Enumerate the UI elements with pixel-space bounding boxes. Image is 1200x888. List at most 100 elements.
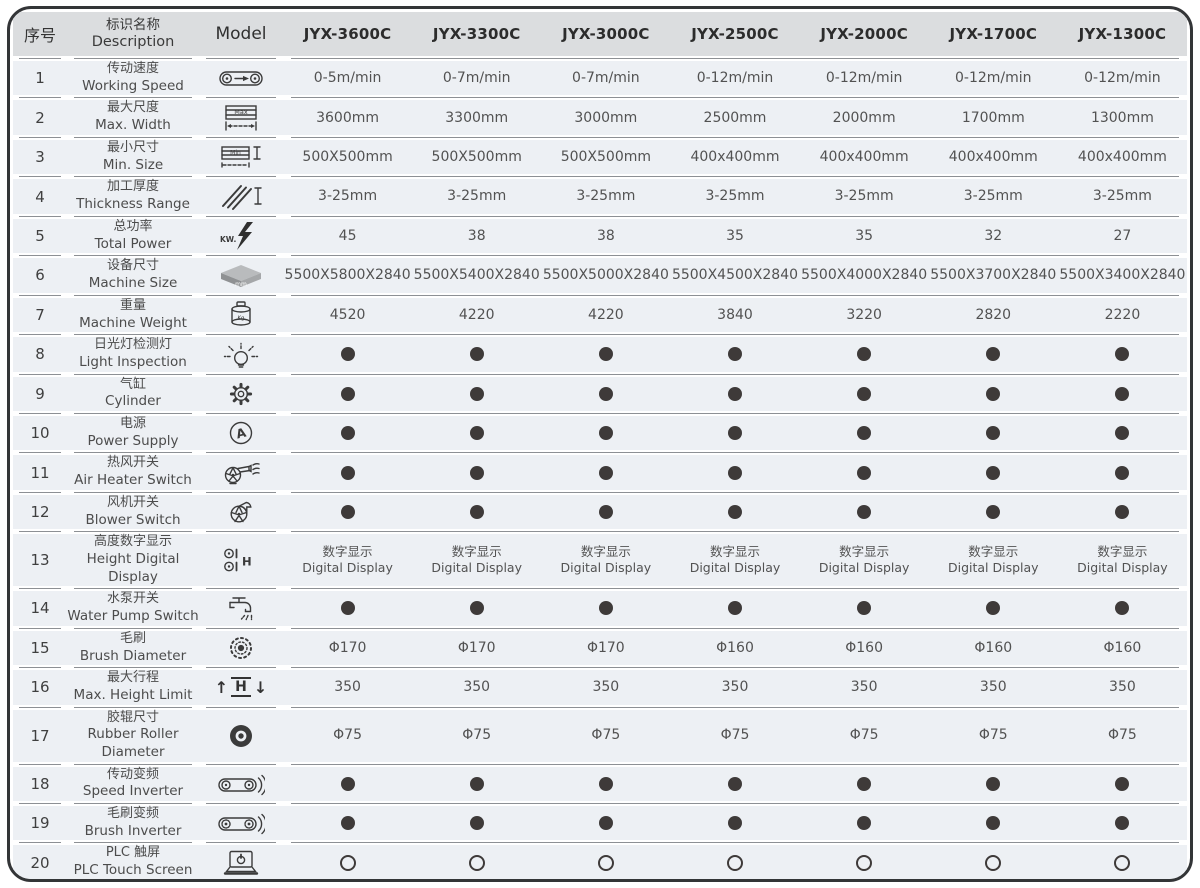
filled-dot xyxy=(469,601,484,616)
row-label-zh: 传动变频 xyxy=(106,766,159,782)
cell-value: Φ75 xyxy=(1058,726,1187,744)
cell-value xyxy=(800,854,929,871)
table-header-row: 序号 标识名称 Description Model JYX-3600C JYX-3… xyxy=(13,12,1187,56)
row-values: Φ75 Φ75 Φ75 Φ75 Φ75 Φ75 Φ75 xyxy=(283,726,1187,744)
value-text: 0-12m/min xyxy=(955,70,1032,87)
value-text: 3-25mm xyxy=(318,188,378,205)
row-description: 电源 Power Supply xyxy=(67,416,199,450)
row-number: 1 xyxy=(35,69,45,88)
filled-dot xyxy=(727,505,742,520)
cell-value xyxy=(929,816,1058,831)
row-label-en: Water Pump Switch xyxy=(67,608,199,625)
filled-dot xyxy=(1115,386,1130,401)
row-separator xyxy=(13,840,1187,846)
filled-dot xyxy=(469,426,484,441)
value-text: 3840 xyxy=(717,306,753,323)
cell-value xyxy=(800,386,929,401)
row-label-en: Thickness Range xyxy=(76,196,190,213)
cell-value: 数字显示 Digital Display xyxy=(412,544,541,577)
value-text: 3-25mm xyxy=(834,188,894,205)
cell-value xyxy=(670,816,799,831)
open-circle xyxy=(468,854,485,871)
cell-value: 0-12m/min xyxy=(929,69,1058,87)
svg-text:KW.: KW. xyxy=(220,235,236,244)
row-separator xyxy=(13,704,1187,710)
table-row: 15 毛刷 Brush Diameter Φ170 Φ170 Φ170 Φ160 Φ16… xyxy=(13,630,1187,666)
row-description: 高度数字显示 Height Digital Display xyxy=(67,534,199,586)
cell-value: 0-7m/min xyxy=(541,69,670,87)
cell-value xyxy=(670,426,799,441)
row-number: 16 xyxy=(30,678,50,697)
max-width-icon: Max xyxy=(199,103,283,133)
cell-value xyxy=(1058,386,1187,401)
cell-value: Φ160 xyxy=(1058,639,1187,657)
row-description: 最小尺寸 Min. Size xyxy=(67,140,199,174)
row-values: 0-5m/min 0-7m/min 0-7m/min 0-12m/min 0-12m/m… xyxy=(283,69,1187,87)
row-label-zh: 设备尺寸 xyxy=(106,258,159,274)
cell-value: 350 xyxy=(541,678,670,696)
cell-value: 5500X5400X2840 xyxy=(412,266,541,284)
value-text: 2000mm xyxy=(832,109,896,126)
header-model-jyx-1700c: JYX-1700C xyxy=(949,25,1038,43)
cell-value xyxy=(412,776,541,791)
row-description: 最大尺度 Max. Width xyxy=(67,100,199,134)
value-text: 350 xyxy=(979,679,1007,696)
row-separator xyxy=(13,489,1187,495)
table-row: 2 最大尺度 Max. Width Max 3600mm 3300mm 3000mm… xyxy=(13,100,1187,135)
cell-value: 400x400mm xyxy=(1058,148,1187,166)
row-label-zh: 毛刷变频 xyxy=(106,805,159,821)
value-text: 3-25mm xyxy=(963,188,1023,205)
cell-value: 数字显示 Digital Display xyxy=(283,544,412,577)
value-text: 400x400mm xyxy=(690,149,780,165)
value-text: 数字显示 Digital Display xyxy=(560,543,652,576)
row-description: 总功率 Total Power xyxy=(67,219,199,253)
value-text: 400x400mm xyxy=(948,149,1038,165)
value-text: 数字显示 Digital Display xyxy=(431,543,522,576)
cell-value xyxy=(541,465,670,480)
open-circle xyxy=(726,854,743,871)
row-separator xyxy=(13,371,1187,377)
filled-dot xyxy=(469,816,484,831)
cell-value: 4220 xyxy=(412,306,541,324)
row-number: 12 xyxy=(30,503,50,522)
cell-value xyxy=(800,426,929,441)
row-label-zh: 电源 xyxy=(119,415,146,431)
value-text: Φ160 xyxy=(716,639,754,656)
cell-value: 5500X5800X2840 xyxy=(283,266,412,284)
cell-value xyxy=(412,465,541,480)
svg-text:Max: Max xyxy=(234,108,248,116)
row-values xyxy=(283,386,1187,401)
conveyor-speed-icon xyxy=(199,63,283,93)
row-description: 加工厚度 Thickness Range xyxy=(67,179,199,213)
value-text: 32 xyxy=(984,227,1003,244)
value-text: 3300mm xyxy=(445,109,509,126)
row-values xyxy=(283,505,1187,520)
filled-dot xyxy=(857,776,872,791)
row-number: 3 xyxy=(35,148,45,167)
table-row: 3 最小尺寸 Min. Size Min 500X500mm 500X500mm 5… xyxy=(13,139,1187,175)
rubber-roller-icon xyxy=(199,721,283,751)
row-label-en: Speed Inverter xyxy=(82,783,184,800)
value-text: 0-12m/min xyxy=(1084,70,1161,87)
svg-text:A: A xyxy=(235,425,248,442)
cell-value: 3-25mm xyxy=(800,187,929,205)
row-values: 45 38 38 35 35 32 27 xyxy=(283,227,1187,245)
brush-inverter-icon xyxy=(199,808,283,838)
row-label-en: Air Heater Switch xyxy=(74,472,192,489)
svg-text:Kg: Kg xyxy=(237,315,244,321)
value-text: 350 xyxy=(463,679,491,696)
cell-value xyxy=(541,816,670,831)
cell-value: Φ75 xyxy=(541,726,670,744)
cell-value: 500X500mm xyxy=(541,148,670,166)
header-model-jyx-3300c: JYX-3300C xyxy=(432,25,521,43)
cell-value: 2000mm xyxy=(800,109,929,127)
row-label-en: Brush Inverter xyxy=(84,822,182,839)
table-row: 12 风机开关 Blower Switch xyxy=(13,494,1187,530)
value-text: Φ75 xyxy=(591,727,621,744)
value-text: Φ75 xyxy=(462,727,492,744)
cell-value: Φ170 xyxy=(541,639,670,657)
row-label-en: Working Speed xyxy=(82,77,184,94)
value-text: 350 xyxy=(1109,679,1136,696)
filled-dot xyxy=(598,505,613,520)
row-separator xyxy=(13,586,1187,592)
